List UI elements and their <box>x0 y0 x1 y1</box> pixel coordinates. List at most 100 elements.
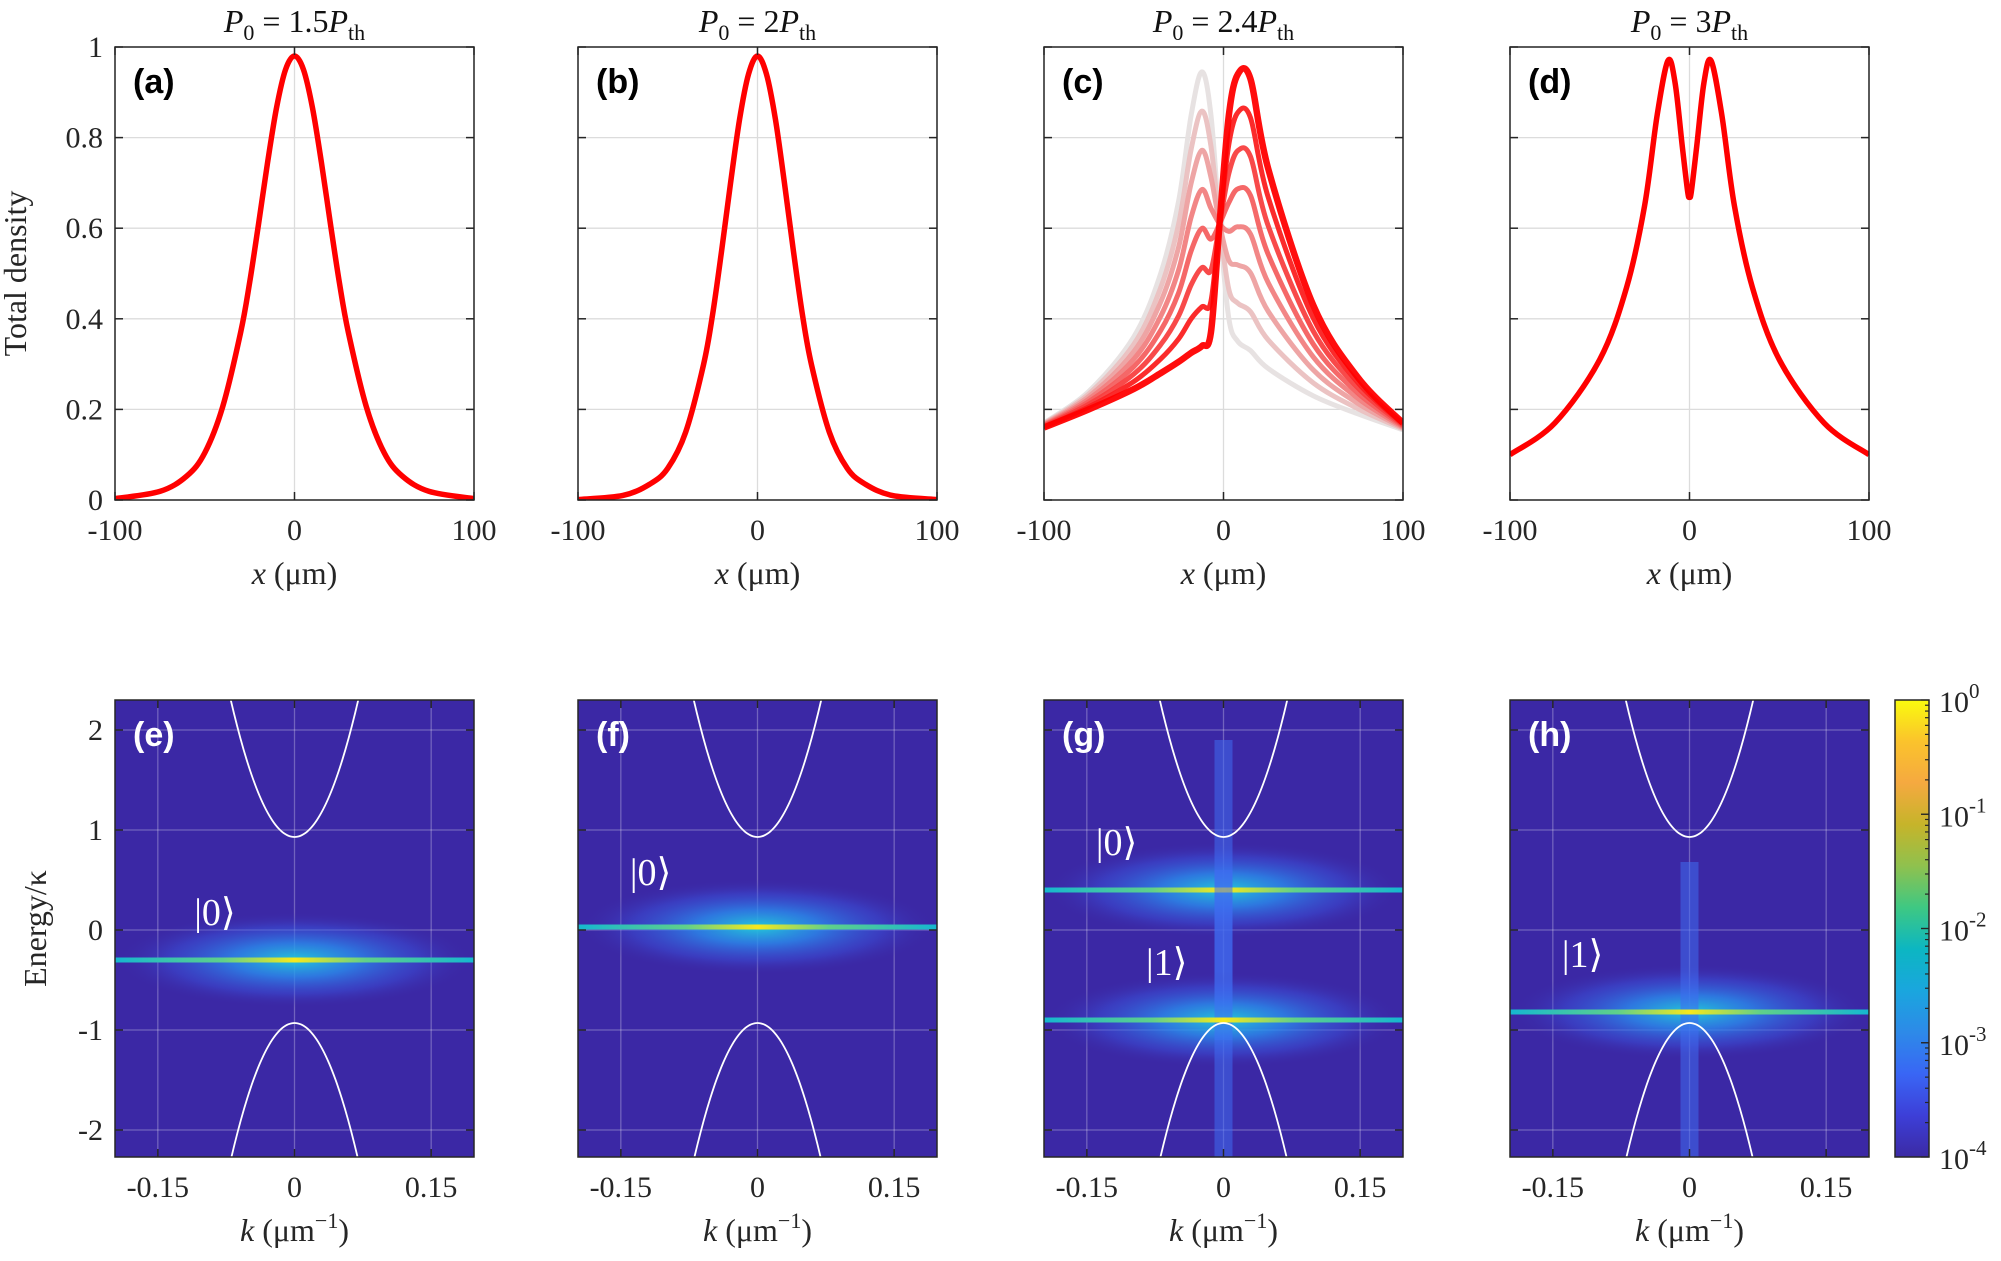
x-axis-label: k (μm−1) <box>703 1208 812 1248</box>
lower-band-curve <box>1159 1022 1288 1157</box>
y-tick-label: 0.6 <box>66 212 104 245</box>
density-curve <box>578 53 937 500</box>
x-axis-unit: (μm) <box>266 555 337 591</box>
colorbar-tick-base: 10 <box>1939 1029 1969 1062</box>
y-tick-label: -1 <box>78 1014 103 1047</box>
title-value: = 3 <box>1661 3 1711 39</box>
x-tick-label: 0 <box>1216 514 1231 547</box>
colorbar-tick-base: 10 <box>1939 1143 1969 1176</box>
x-axis-label: x (μm) <box>1180 555 1267 591</box>
panel-g: |0⟩ |1⟩ -0.15 0 0.15 k (μm−1) (g) <box>1043 699 1404 1248</box>
y-tick-label: 1 <box>88 31 103 64</box>
x-axis-unit: (μm) <box>1195 555 1266 591</box>
title-subscript: 0 <box>1172 20 1183 45</box>
x-tick-label: 100 <box>915 514 960 547</box>
plot-area <box>115 53 474 500</box>
title-subscript: th <box>799 20 816 45</box>
colorbar-tick-label: 10-1 <box>1939 793 1987 833</box>
x-axis-unit-close: ) <box>1267 1212 1278 1248</box>
plot-area <box>1510 700 1869 1157</box>
plot-area <box>1510 56 1869 457</box>
colorbar-tick-base: 10 <box>1939 915 1969 948</box>
title-subscript: 0 <box>243 20 254 45</box>
x-axis-unit-close: ) <box>338 1212 349 1248</box>
x-tick-label: 0.15 <box>1334 1171 1387 1204</box>
title-subscript: th <box>1731 20 1748 45</box>
panel-letter: (g) <box>1062 716 1105 754</box>
y-tick-label: 1 <box>88 814 103 847</box>
plot-area <box>578 53 937 500</box>
x-tick-label: -100 <box>1017 514 1072 547</box>
colorbar-tick-exponent: 0 <box>1969 679 1980 703</box>
x-tick-label: -0.15 <box>590 1171 653 1204</box>
colorbar-tick-base: 10 <box>1939 686 1969 719</box>
x-axis-var: k <box>1169 1212 1184 1248</box>
title-value: = 2.4 <box>1183 3 1257 39</box>
plot-area <box>115 700 474 1157</box>
colorbar-scale <box>1894 699 1930 1158</box>
colorbar-tick-exponent: -1 <box>1969 793 1987 817</box>
x-axis-unit-exponent: −1 <box>778 1208 801 1233</box>
panel-letter: (b) <box>596 63 639 101</box>
x-tick-label: 0 <box>1216 1171 1231 1204</box>
upper-band-curve <box>1158 700 1289 838</box>
state-label: |0⟩ <box>194 892 235 934</box>
x-tick-label: 0 <box>1682 514 1697 547</box>
panel-letter: (e) <box>133 716 175 754</box>
x-tick-label: -100 <box>88 514 143 547</box>
title-symbol: P <box>778 3 799 39</box>
panel-h: |1⟩ -0.15 0 0.15 k (μm−1) (h) <box>1509 699 1870 1248</box>
x-tick-label: 0 <box>750 514 765 547</box>
density-curve <box>1510 56 1869 457</box>
state-label: |1⟩ <box>1562 934 1603 976</box>
x-axis-unit: (μm) <box>729 555 800 591</box>
x-tick-label: 100 <box>1847 514 1892 547</box>
colorbar-tick-exponent: -3 <box>1969 1022 1987 1046</box>
x-axis-unit-exponent: −1 <box>1244 1208 1267 1233</box>
panel-letter: (d) <box>1528 63 1571 101</box>
x-axis-var: x <box>251 555 266 591</box>
colorbar-tick-exponent: -2 <box>1969 908 1987 932</box>
colorbar-tick-label: 100 <box>1939 679 1980 719</box>
x-tick-label: 100 <box>1381 514 1426 547</box>
state-label: |1⟩ <box>1146 942 1187 984</box>
panel-letter: (f) <box>596 716 630 754</box>
colorbar-tick-label: 10-3 <box>1939 1022 1987 1062</box>
state-label: |0⟩ <box>1096 822 1137 864</box>
x-axis-var: x <box>714 555 729 591</box>
x-axis-label: x (μm) <box>714 555 801 591</box>
upper-band-curve <box>229 700 360 838</box>
x-axis-unit: (μm <box>254 1212 315 1248</box>
title-value: = 1.5 <box>254 3 328 39</box>
x-axis-label: x (μm) <box>251 555 338 591</box>
panel-f: |0⟩ -0.15 0 0.15 k (μm−1) (f) <box>577 699 938 1248</box>
panel-title: P0 = 3Pth <box>1630 3 1748 45</box>
x-axis-var: k <box>703 1212 718 1248</box>
upper-band-curve <box>1624 700 1755 838</box>
title-subscript: th <box>348 20 365 45</box>
y-axis-label: Total density <box>0 191 33 357</box>
emission-line <box>115 957 474 963</box>
title-symbol: P <box>327 3 348 39</box>
title-subscript: 0 <box>1650 20 1661 45</box>
x-tick-label: 0.15 <box>868 1171 921 1204</box>
x-tick-label: 0 <box>750 1171 765 1204</box>
density-curve <box>115 53 474 500</box>
plot-area <box>1044 700 1403 1157</box>
title-subscript: 0 <box>718 20 729 45</box>
emission-line <box>578 924 937 930</box>
title-symbol: P <box>223 3 244 39</box>
x-tick-label: 0.15 <box>1800 1171 1853 1204</box>
title-subscript: th <box>1277 20 1294 45</box>
lower-band-curve <box>1625 1022 1754 1157</box>
emission-line <box>1044 1017 1403 1023</box>
title-symbol: P <box>1710 3 1731 39</box>
density-curve-snapshot <box>1044 108 1403 432</box>
x-axis-var: x <box>1180 555 1195 591</box>
panel-title: P0 = 1.5Pth <box>223 3 365 45</box>
